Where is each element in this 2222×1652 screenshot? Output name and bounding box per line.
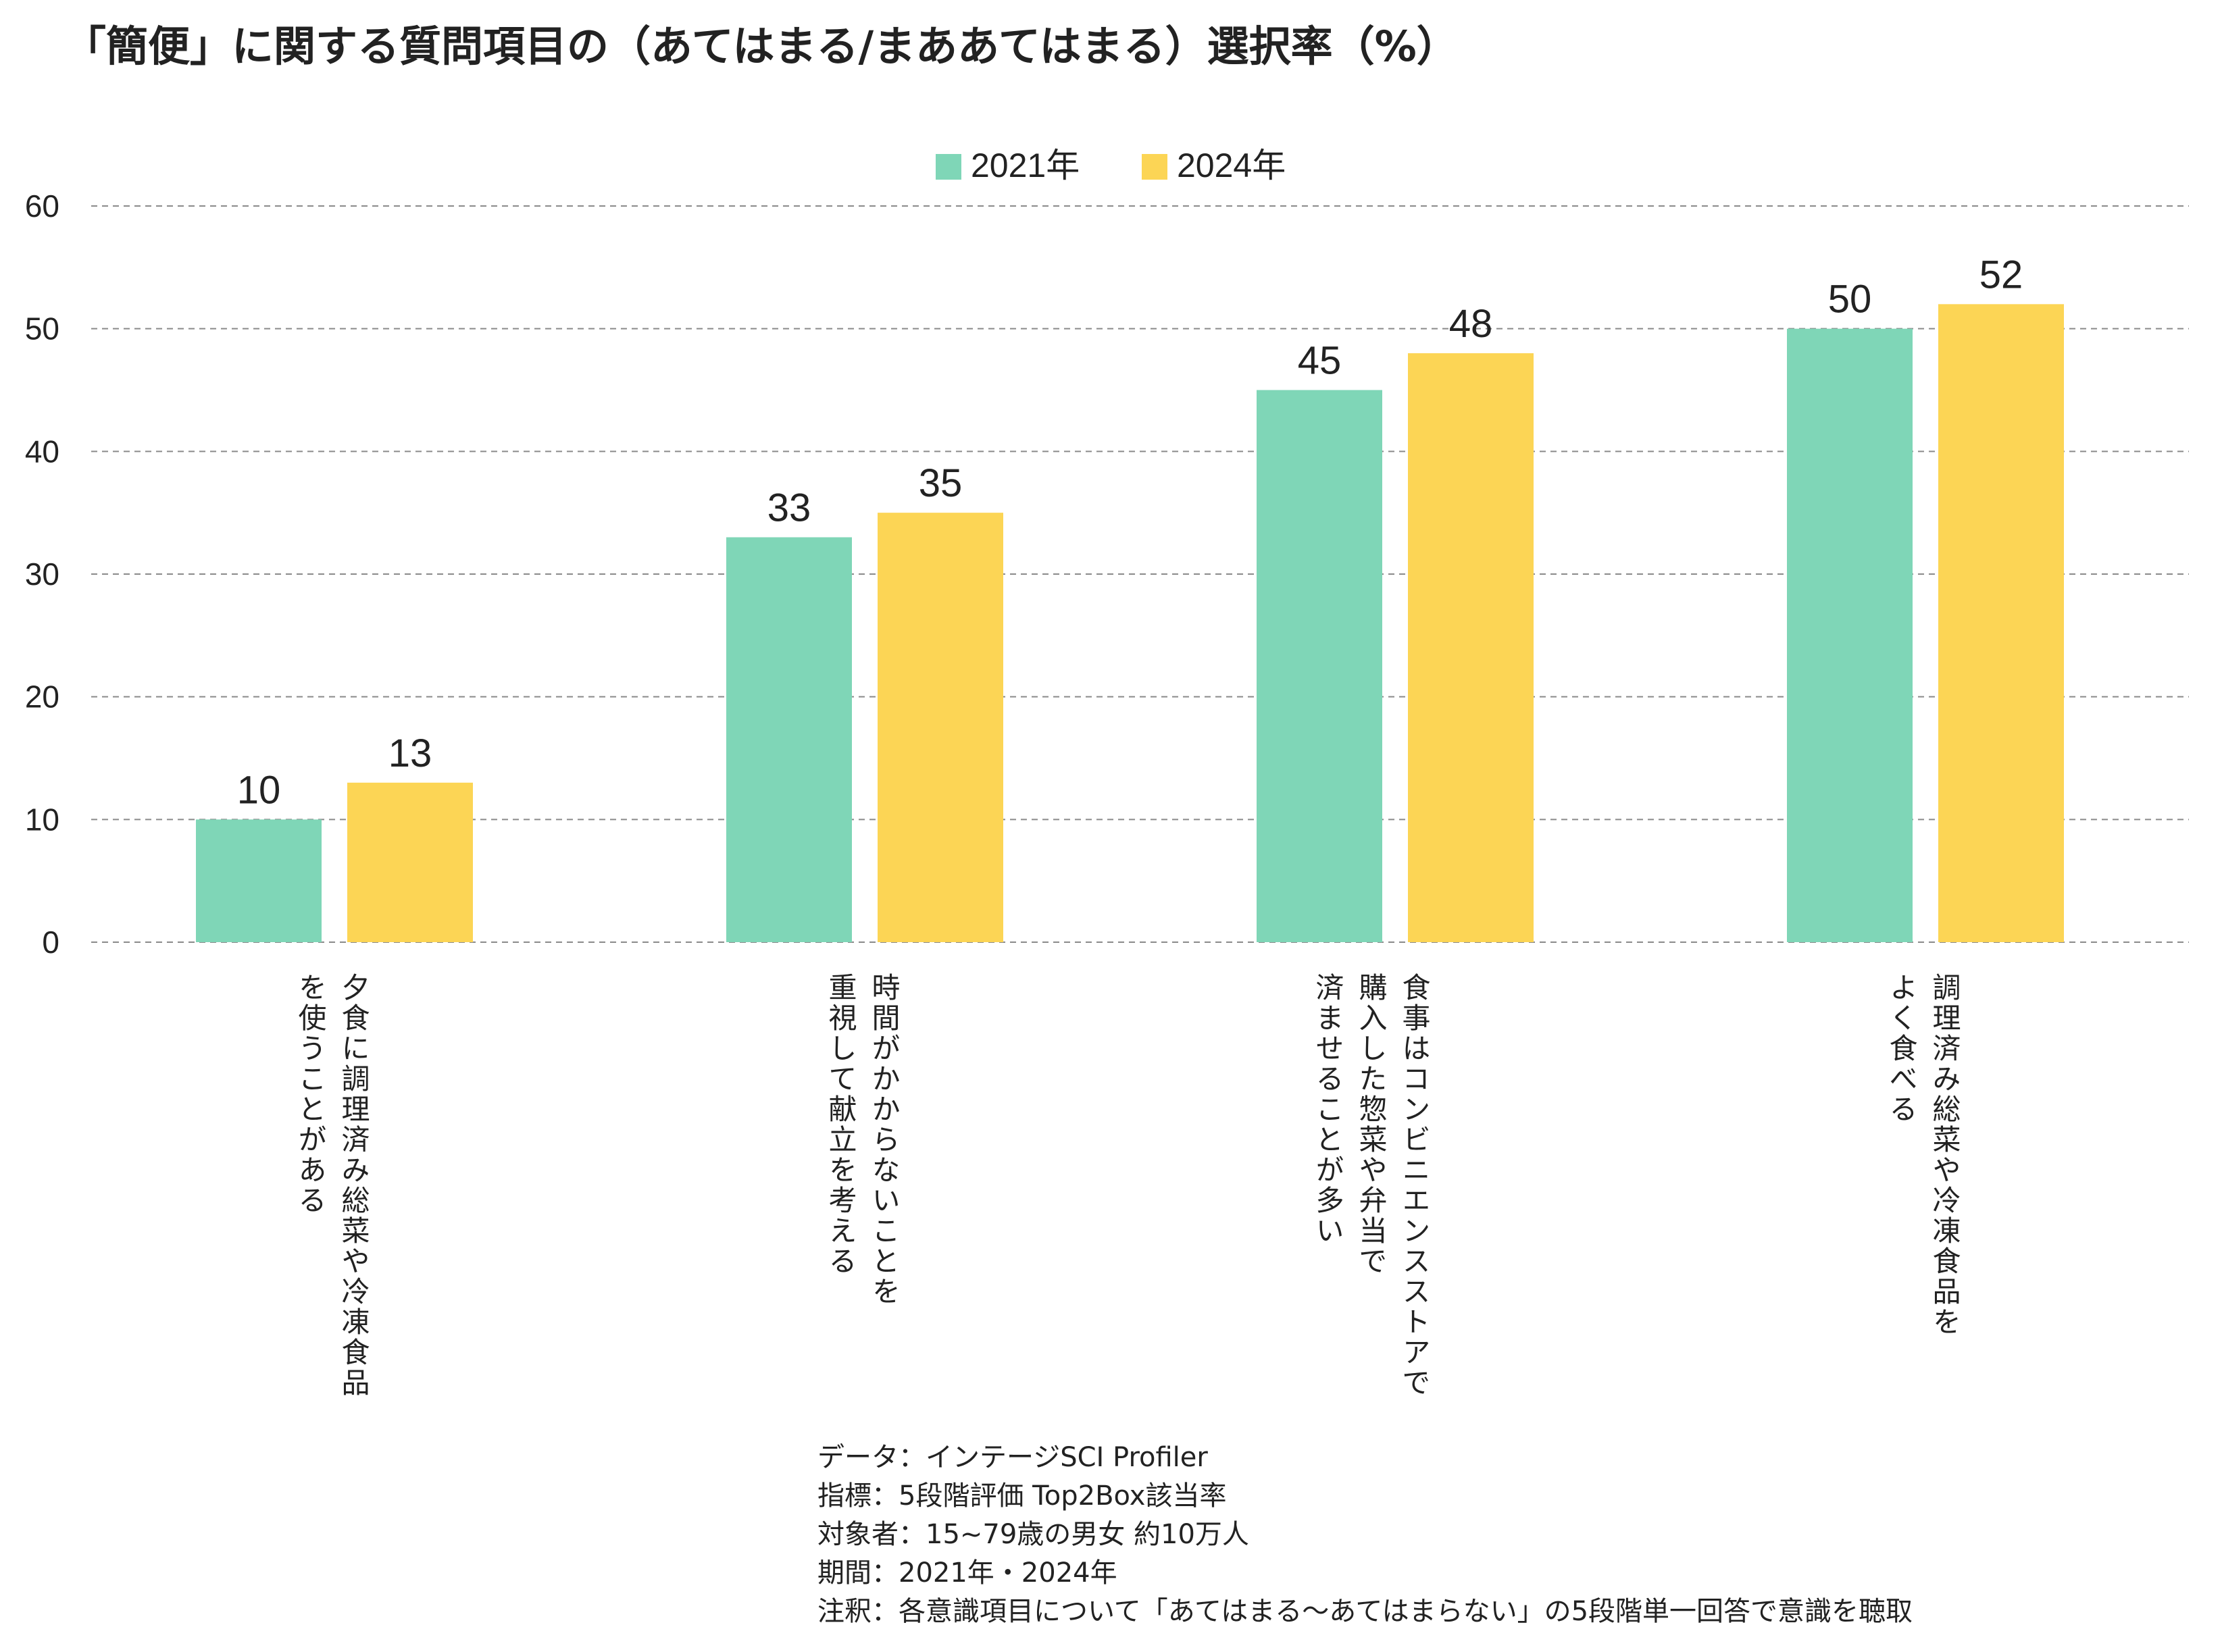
category-label: 調理済み総菜や冷凍食品を よく食べる xyxy=(1885,973,1961,1337)
legend-label: 2021年 xyxy=(971,147,1080,184)
category-label: 食事はコンビニエンスストアで 購入した惣菜や弁当で 済ませることが多い xyxy=(1311,973,1431,1398)
legend-swatch xyxy=(936,154,961,180)
note-period: 期間：2021年・2024年 xyxy=(817,1557,1117,1589)
legend-label: 2024年 xyxy=(1177,147,1286,184)
y-tick-label: 50 xyxy=(25,311,59,346)
category-label: 夕食に調理済み総菜や冷凍食品 を使うことがある xyxy=(294,973,370,1398)
category-label: 時間がかからないことを 重視して献立を考える xyxy=(824,973,901,1307)
y-tick-label: 60 xyxy=(25,188,59,224)
y-tick-label: 20 xyxy=(25,679,59,715)
bar-2021年 xyxy=(726,537,852,942)
bar-2024年 xyxy=(878,513,1003,942)
data-label: 52 xyxy=(1979,253,2023,296)
data-label: 48 xyxy=(1449,302,1493,346)
note-annotation: 注釈：各意識項目について「あてはまる～あてはまらない」の5段階単一回答で意識を聴… xyxy=(817,1596,1913,1627)
bar-2021年 xyxy=(1257,390,1382,942)
bar-2024年 xyxy=(1938,304,2064,942)
data-label: 35 xyxy=(919,461,963,505)
y-tick-label: 30 xyxy=(25,557,59,592)
y-tick-label: 40 xyxy=(25,434,59,469)
note-target: 対象者：15~79歳の男女 約10万人 xyxy=(817,1519,1249,1550)
note-data-source: データ：インテージSCI Profiler xyxy=(817,1442,1208,1473)
bar-2024年 xyxy=(1408,353,1534,942)
bar-2024年 xyxy=(347,782,473,942)
legend-swatch xyxy=(1142,154,1167,180)
y-tick-label: 10 xyxy=(25,802,59,837)
data-label: 10 xyxy=(237,768,281,812)
chart-title: 「簡便」に関する質問項目の（あてはまる/まああてはまる）選択率（%） xyxy=(64,22,1459,71)
gridlines: 0 10 20 30 40 50 60 xyxy=(25,188,2189,960)
source-notes: データ：インテージSCI Profiler 指標：5段階評価 Top2Box該当… xyxy=(817,1439,1913,1631)
bar-2021年 xyxy=(1787,328,1913,943)
data-label: 45 xyxy=(1298,339,1342,383)
bar-2021年 xyxy=(196,819,322,942)
legend: 2021年 2024年 xyxy=(936,147,1286,184)
note-metric: 指標：5段階評価 Top2Box該当率 xyxy=(817,1480,1227,1512)
data-label: 13 xyxy=(388,731,432,775)
data-label: 50 xyxy=(1828,278,1872,321)
data-label: 33 xyxy=(767,486,811,530)
bars: 10 33 45 50 13 35 48 52 xyxy=(196,253,2064,943)
y-tick-label: 0 xyxy=(42,925,59,960)
